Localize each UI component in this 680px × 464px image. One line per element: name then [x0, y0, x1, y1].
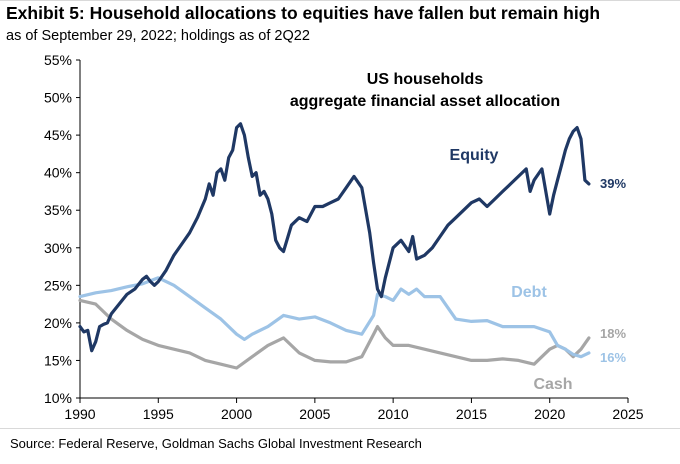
y-tick-label: 45%: [44, 127, 72, 143]
allocation-line-chart: 10% 15% 20% 25% 30% 35% 40% 45% 50% 55% 1990 1995 20…: [44, 52, 644, 422]
equity-line: [78, 122, 591, 353]
y-tick-label: 20%: [44, 315, 72, 331]
y-tick-label: 25%: [44, 277, 72, 293]
x-tick-label: 2025: [612, 406, 643, 422]
y-tick-label: 55%: [44, 52, 72, 68]
source-note: Source: Federal Reserve, Goldman Sachs G…: [10, 436, 422, 451]
y-tick-label: 40%: [44, 165, 72, 181]
x-tick-label: 2005: [299, 406, 330, 422]
exhibit-subtitle: as of September 29, 2022; holdings as of…: [6, 28, 310, 44]
exhibit-title: Exhibit 5: Household allocations to equi…: [6, 3, 601, 23]
x-tick-label: 2015: [456, 406, 487, 422]
debt-line: [78, 276, 591, 359]
x-tick-label: 2000: [221, 406, 252, 422]
x-tick-label: 1995: [143, 406, 174, 422]
cash-end-value-label: 18%: [600, 326, 626, 341]
chart-title-line-2: aggregate financial asset allocation: [290, 93, 560, 110]
y-tick-label: 10%: [44, 390, 72, 406]
bottom-rule: [0, 428, 680, 429]
chart-title-line-1: US households: [367, 71, 484, 88]
x-tick-label: 2020: [534, 406, 565, 422]
equity-series-label: Equity: [450, 147, 499, 164]
debt-end-value-label: 16%: [600, 350, 626, 365]
x-tick-label: 2010: [378, 406, 409, 422]
y-tick-label: 30%: [44, 240, 72, 256]
cash-line: [78, 298, 591, 370]
x-tick-label: 1990: [64, 406, 95, 422]
debt-series-label: Debt: [511, 284, 547, 301]
equity-end-value-label: 39%: [600, 176, 626, 191]
cash-series-label: Cash: [533, 376, 572, 393]
top-rule: [0, 0, 680, 1]
y-tick-label: 15%: [44, 352, 72, 368]
y-tick-label: 35%: [44, 202, 72, 218]
y-tick-label: 50%: [44, 90, 72, 106]
